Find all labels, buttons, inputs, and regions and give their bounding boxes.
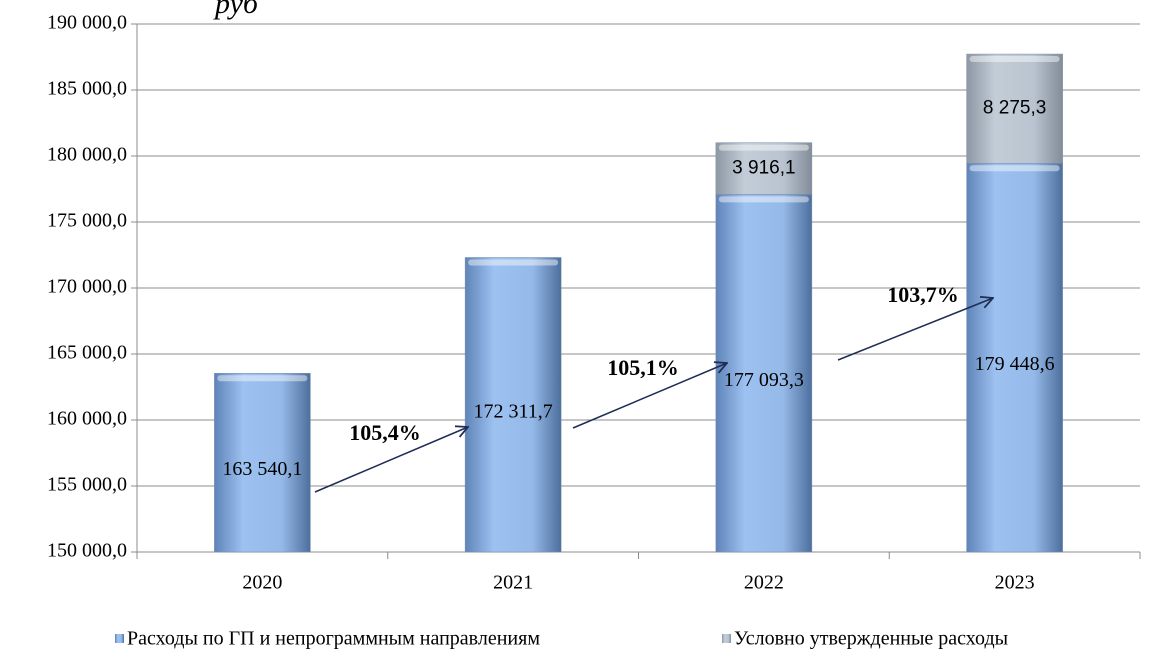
y-tick-label: 190 000,0 <box>47 12 127 34</box>
bar-cap <box>969 56 1060 63</box>
data-label: 8 275,3 <box>983 98 1046 119</box>
data-label: 3 916,1 <box>732 158 795 179</box>
y-tick-label: 175 000,0 <box>47 210 127 232</box>
bar-cap <box>468 259 559 266</box>
y-tick-label: 165 000,0 <box>47 342 127 364</box>
bar-segment <box>966 163 1063 553</box>
bar-cap <box>969 165 1060 172</box>
y-tick-label: 155 000,0 <box>47 474 127 496</box>
x-tick-label: 2021 <box>493 572 533 594</box>
x-tick-label: 2022 <box>744 572 784 594</box>
bar-segment <box>214 373 311 553</box>
legend-swatch <box>115 634 124 643</box>
y-tick-label: 180 000,0 <box>47 144 127 166</box>
bar-segment <box>715 142 813 195</box>
subtitle: руб <box>213 0 259 20</box>
bar-segment <box>464 257 562 553</box>
bar-segment <box>966 53 1063 164</box>
data-label: 179 448,6 <box>975 353 1055 375</box>
x-tick-label: 2023 <box>995 572 1035 594</box>
annotation: 103,7% <box>887 282 959 307</box>
bar-cap <box>718 196 809 203</box>
y-tick-label: 160 000,0 <box>47 408 127 430</box>
annotation: 105,1% <box>607 355 679 380</box>
legend-label: Расходы по ГП и непрограммным направлени… <box>127 628 540 650</box>
annotation: 105,4% <box>349 420 421 445</box>
bar-cap <box>718 144 809 151</box>
growth-arrow <box>837 298 993 361</box>
data-label: 172 311,7 <box>473 400 552 422</box>
legend-label: Условно утвержденные расходы <box>734 628 1008 650</box>
x-tick-label: 2020 <box>242 572 282 594</box>
data-label: 163 540,1 <box>222 458 302 480</box>
legend-swatch <box>722 634 731 643</box>
data-label: 177 093,3 <box>724 369 804 391</box>
growth-arrow <box>314 427 468 493</box>
bar-cap <box>217 375 308 382</box>
growth-arrow <box>572 363 727 429</box>
bar-segment <box>715 194 813 553</box>
y-tick-label: 150 000,0 <box>47 540 127 562</box>
y-tick-label: 170 000,0 <box>47 276 127 298</box>
y-tick-label: 185 000,0 <box>47 78 127 100</box>
